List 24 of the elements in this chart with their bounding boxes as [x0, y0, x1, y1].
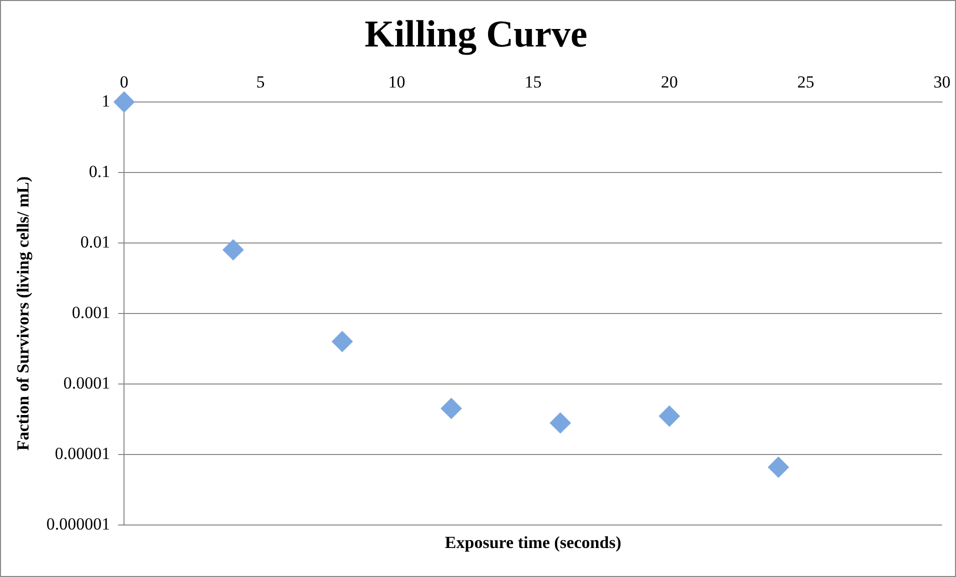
y-tick-label: 0.01: [80, 232, 110, 252]
x-tick-label: 20: [660, 72, 678, 92]
x-tick-label: 15: [524, 72, 542, 92]
y-tick-label: 0.000001: [46, 514, 110, 534]
x-axis-title: Exposure time (seconds): [444, 532, 622, 552]
point: [222, 239, 244, 260]
y-tick-label: 0.0001: [63, 373, 110, 392]
point: [332, 331, 353, 352]
y-tick-label: 0.001: [72, 302, 110, 322]
chart-title: Killing Curve: [364, 14, 588, 56]
x-tick-label: 10: [388, 72, 406, 92]
x-tick-label: 30: [934, 72, 950, 92]
point: [440, 398, 462, 419]
y-axis-title: Faction of Survivors (living cells/ mL): [14, 176, 33, 451]
point: [114, 92, 135, 112]
point: [550, 412, 571, 434]
x-tick-label: 5: [256, 72, 265, 92]
point: [658, 406, 680, 427]
y-tick-label: 0.00001: [54, 444, 110, 463]
point: [768, 456, 789, 478]
x-tick-label: 0: [120, 72, 128, 92]
y-tick-label: 0.1: [88, 162, 110, 181]
y-tick-label: 1: [102, 91, 110, 110]
x-tick-label: 25: [797, 72, 814, 92]
